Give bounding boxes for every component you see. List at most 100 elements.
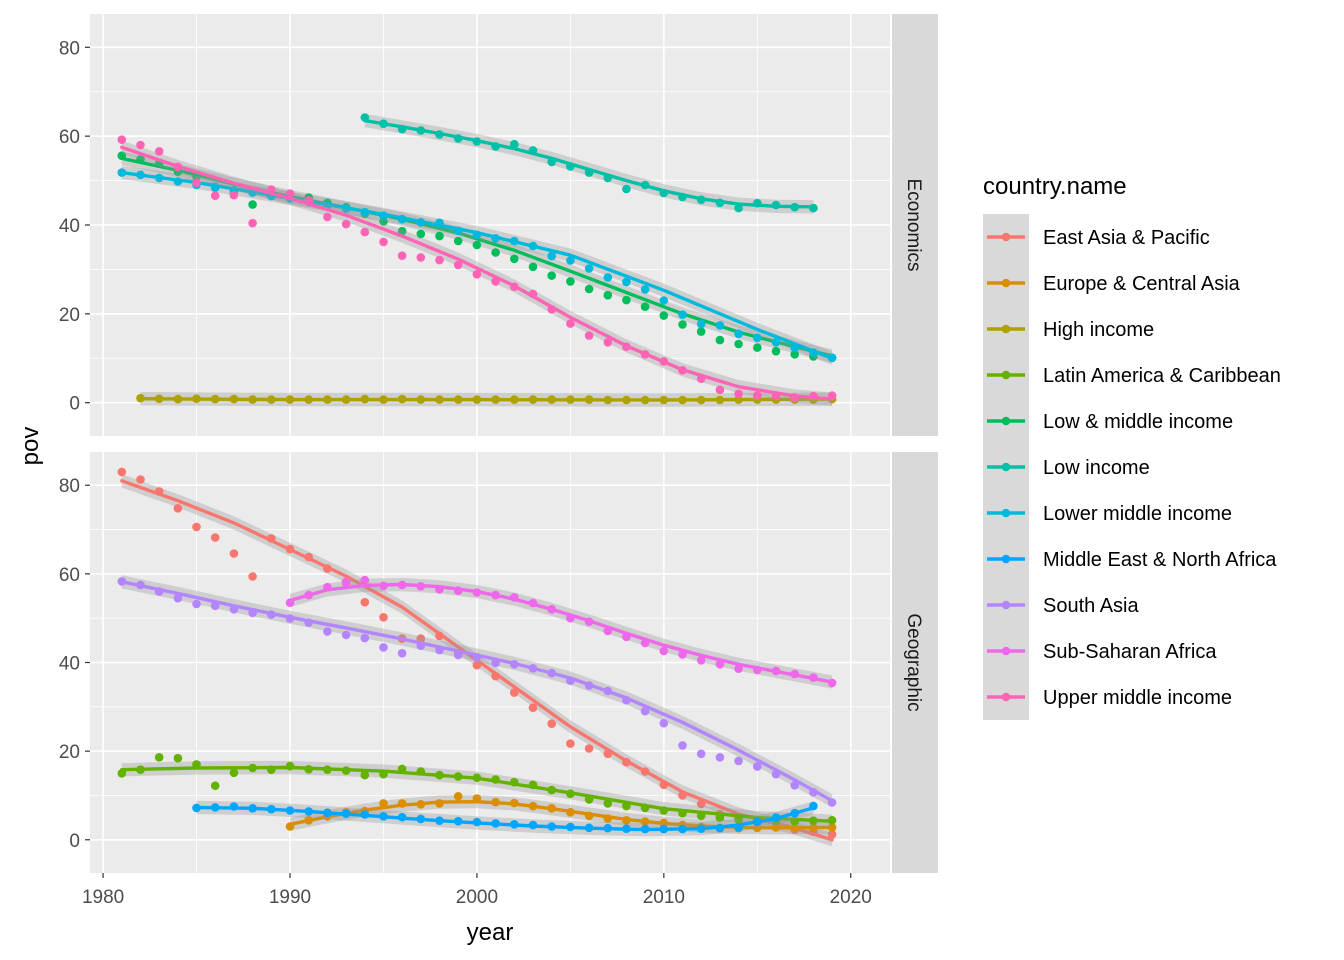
smooth-line [194,805,816,832]
data-point [341,219,351,229]
data-point [696,327,706,336]
data-point [678,310,687,320]
data-point [640,706,650,716]
data-point [248,218,257,228]
plot-area [117,467,837,847]
x-tick-label: 2010 [643,887,685,908]
data-point [790,781,799,790]
data-point [210,191,220,200]
data-point [229,768,239,778]
data-point [603,290,613,300]
facet-strip [892,452,938,873]
data-point [173,504,183,513]
legend-item-label: Europe & Central Asia [1043,273,1241,295]
data-point [566,277,575,286]
data-point [416,253,426,262]
smooth-line [120,145,834,401]
data-point [510,139,519,149]
data-point [715,321,725,330]
data-point [584,284,594,294]
data-point [528,703,538,712]
legend-item-label: Lower middle income [1043,503,1232,525]
data-point [696,319,706,329]
data-point [715,753,725,762]
data-point [173,593,183,603]
data-point [136,475,145,484]
data-point [416,634,426,643]
data-point [566,256,575,265]
data-point [734,203,743,213]
data-point [827,830,837,839]
legend-item-high-income: High income [987,319,1154,341]
data-point [584,331,594,340]
data-point [360,633,370,643]
data-point [640,285,650,294]
facet-strip-label: Economics [903,179,924,272]
legend-item-label: Latin America & Caribbean [1043,365,1281,387]
series-low-income [360,113,818,214]
data-point [117,135,127,144]
data-point [753,333,762,343]
y-axis-title: pov [17,427,44,466]
data-point [640,302,650,312]
data-point [397,648,407,658]
data-point [435,255,444,265]
legend-item-label: South Asia [1043,595,1140,617]
series-middle-east-and-north-africa [192,800,818,837]
data-point [379,613,388,622]
x-tick-label: 1990 [269,887,311,908]
data-point [696,749,706,759]
data-point [472,240,482,250]
data-point [192,522,201,532]
data-point [323,212,332,222]
y-tick-label: 60 [59,565,80,586]
data-point [622,295,631,305]
smooth-confidence-band [196,800,814,837]
legend-item-lower-middle-income: Lower middle income [987,503,1232,525]
legend-item-upper-middle-income: Upper middle income [987,687,1232,709]
legend-item-south-asia: South Asia [987,595,1140,617]
data-point [379,643,388,652]
data-point [734,756,743,766]
data-point [715,335,725,345]
smooth-line [363,118,816,209]
data-point [397,251,407,260]
data-point [678,741,687,750]
data-point [248,572,257,581]
series-high-income [136,392,837,407]
data-point [229,190,239,200]
legend-item-middle-east-and-north-africa: Middle East & North Africa [987,549,1277,571]
smooth-line [120,580,834,803]
data-point [435,231,444,241]
data-point [659,718,669,728]
data-point [416,229,426,239]
data-point [547,271,556,280]
data-point [715,660,725,669]
data-point [379,799,388,808]
data-point [285,189,295,198]
legend-key-point [1001,232,1011,242]
data-point [360,227,370,237]
data-point [734,389,743,399]
data-point [192,599,201,609]
y-tick-label: 20 [59,305,80,326]
legend-item-label: High income [1043,319,1154,341]
legend-title: country.name [983,173,1127,200]
data-point [154,147,164,156]
legend: country.name East Asia & Pacific Europe &… [983,173,1281,720]
data-point [136,140,145,150]
legend-item-low-income: Low income [987,457,1150,479]
data-point [734,339,743,349]
series-lower-middle-income [117,165,837,365]
legend-key-point [1001,600,1011,610]
data-point [566,319,575,328]
data-point [248,200,257,209]
data-point [510,254,519,264]
smooth-line [288,582,834,684]
legend-key-point [1001,554,1011,564]
data-point [528,262,538,272]
data-point [547,251,556,261]
legend-item-label: Sub-Saharan Africa [1043,641,1217,663]
smooth-confidence-band [121,151,833,363]
series-latin-america-and-caribbean [117,753,837,828]
